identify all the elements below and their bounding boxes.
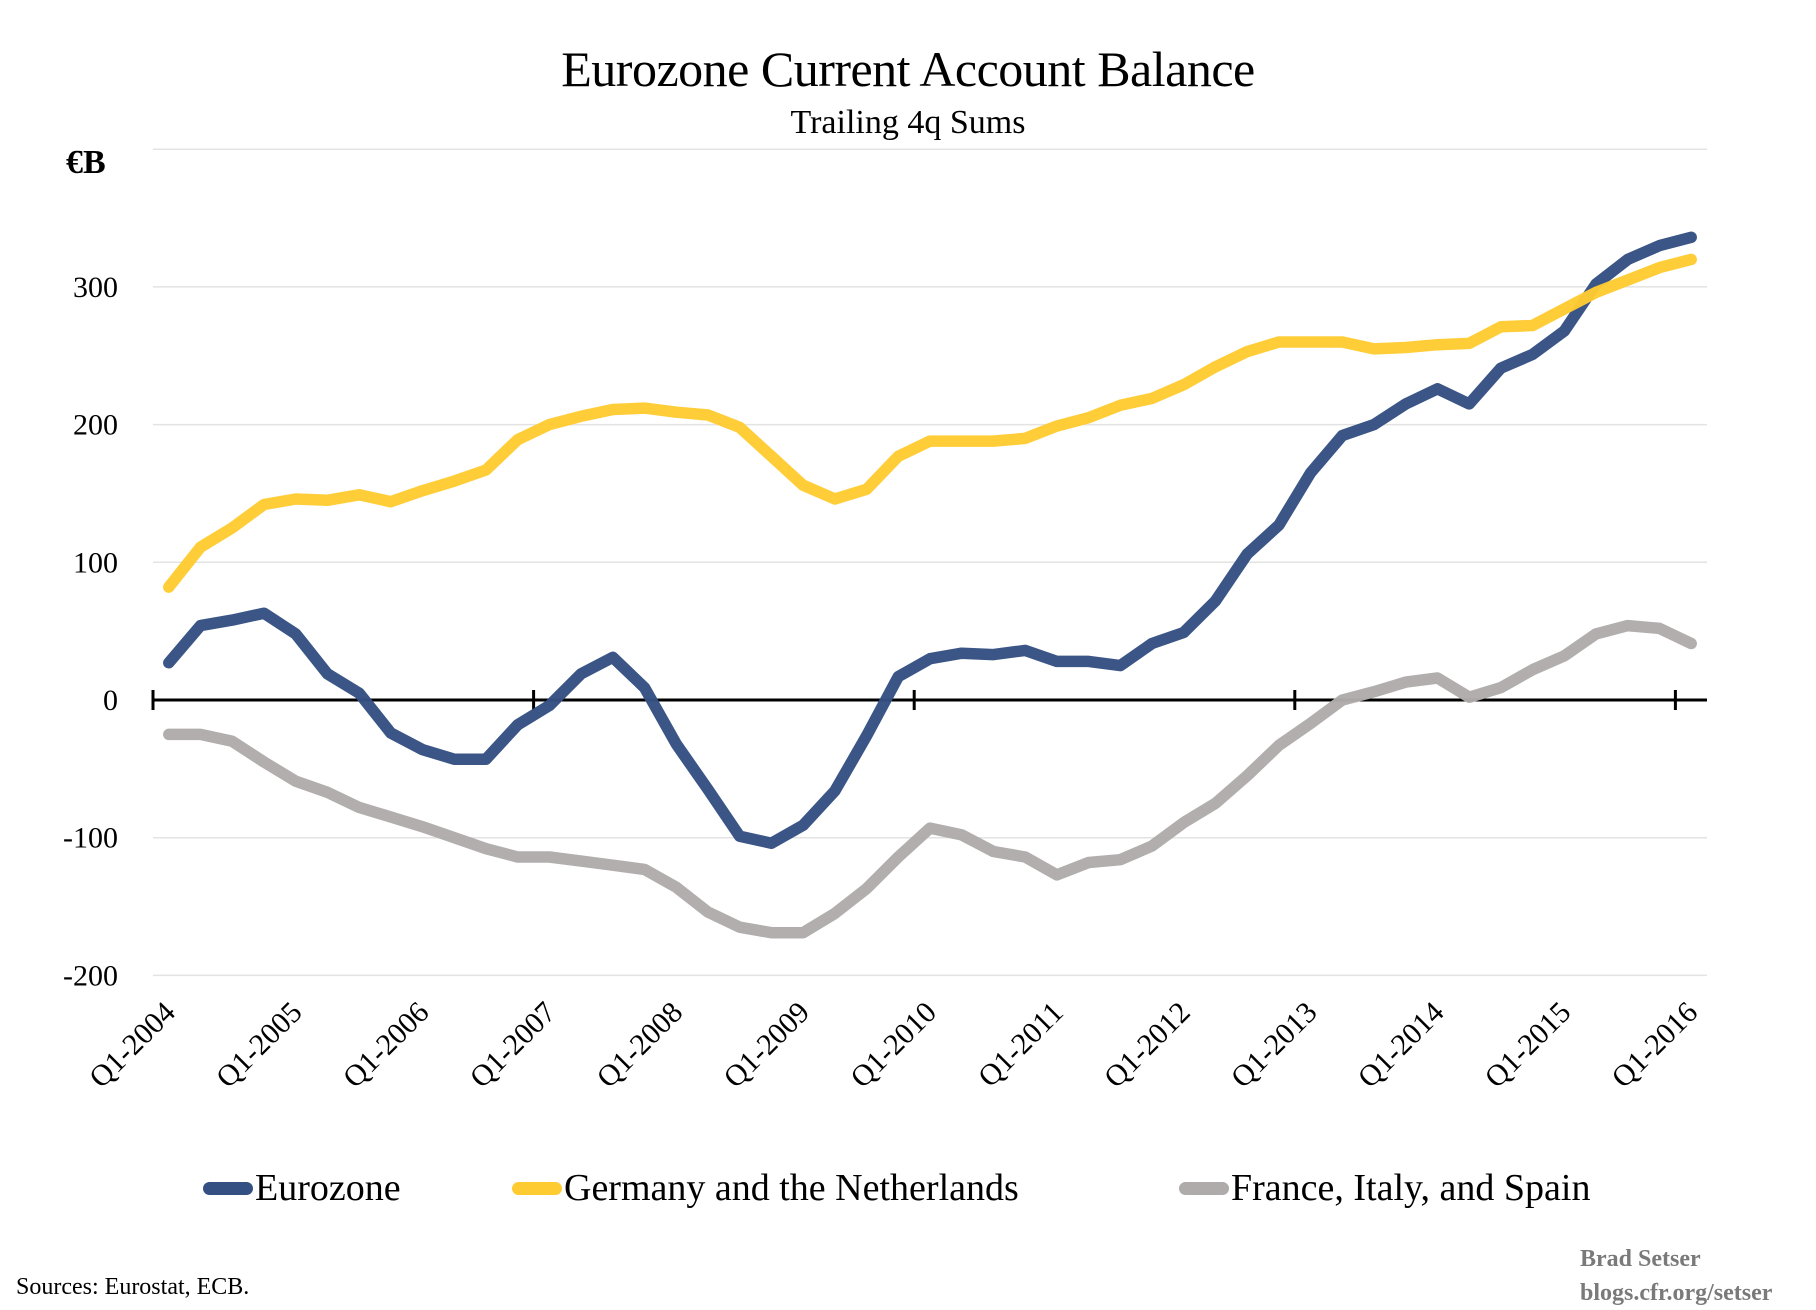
y-tick-label: 300 <box>73 271 118 304</box>
series-line-germany-and-the-netherlands <box>163 253 1697 593</box>
series-line-eurozone <box>163 231 1697 849</box>
x-tick-label: Q1-2016 <box>1605 996 1704 1095</box>
y-axis-unit-label: €B <box>66 144 106 181</box>
x-tick-label: Q1-2014 <box>1352 996 1451 1095</box>
sources-note: Sources: Eurostat, ECB. <box>16 1274 250 1300</box>
y-tick-label: 200 <box>73 409 118 442</box>
x-tick-label: Q1-2009 <box>717 996 816 1095</box>
x-tick-label: Q1-2010 <box>844 996 943 1095</box>
gridlines <box>153 148 1707 977</box>
legend-item-france-italy-spain: France, Italy, and Spain <box>1179 1166 1590 1210</box>
x-tick-label: Q1-2012 <box>1098 996 1197 1095</box>
legend-swatch-germany-netherlands <box>512 1181 562 1195</box>
legend-label: Eurozone <box>255 1167 401 1209</box>
series-line-france-italy-and-spain <box>163 619 1697 939</box>
legend: Eurozone Germany and the Netherlands Fra… <box>0 1166 1816 1216</box>
legend-swatch-france-italy-spain <box>1179 1181 1229 1195</box>
x-tick-label: Q1-2015 <box>1479 996 1578 1095</box>
x-axis-tick-labels: Q1-2004 Q1-2005 Q1-2006 Q1-2007 Q1-2008 Q1-20… <box>83 996 1704 1095</box>
x-axis <box>151 690 1707 710</box>
chart-subtitle: Trailing 4q Sums <box>790 104 1026 141</box>
x-tick-label: Q1-2006 <box>337 996 436 1095</box>
x-tick-label: Q1-2011 <box>972 996 1070 1094</box>
chart-title: Eurozone Current Account Balance <box>561 41 1255 97</box>
y-tick-label: -100 <box>63 822 118 855</box>
x-tick-label: Q1-2007 <box>464 996 563 1095</box>
x-tick-label: Q1-2005 <box>210 996 309 1095</box>
series-lines <box>163 231 1697 939</box>
y-axis-ticks: -200 -100 0 100 200 300 <box>63 271 118 993</box>
legend-item-germany-netherlands: Germany and the Netherlands <box>512 1166 1019 1210</box>
legend-label: France, Italy, and Spain <box>1231 1167 1591 1209</box>
legend-swatch-eurozone <box>203 1181 253 1195</box>
legend-label: Germany and the Netherlands <box>564 1167 1019 1209</box>
x-tick-label: Q1-2004 <box>83 996 182 1095</box>
line-chart: -200 -100 0 100 200 300 Q1-2004 Q1-2005 Q1-2006… <box>63 148 1707 1095</box>
blog-url: blogs.cfr.org/setser <box>1580 1280 1773 1306</box>
author-credit: Brad Setser blogs.cfr.org/setser <box>1580 1242 1772 1310</box>
author-name: Brad Setser <box>1580 1246 1701 1272</box>
y-tick-label: 0 <box>103 684 118 717</box>
y-tick-label: -200 <box>63 959 118 992</box>
legend-item-eurozone: Eurozone <box>203 1166 401 1210</box>
x-tick-label: Q1-2013 <box>1225 996 1324 1095</box>
x-tick-label: Q1-2008 <box>590 996 689 1095</box>
y-tick-label: 100 <box>73 546 118 579</box>
